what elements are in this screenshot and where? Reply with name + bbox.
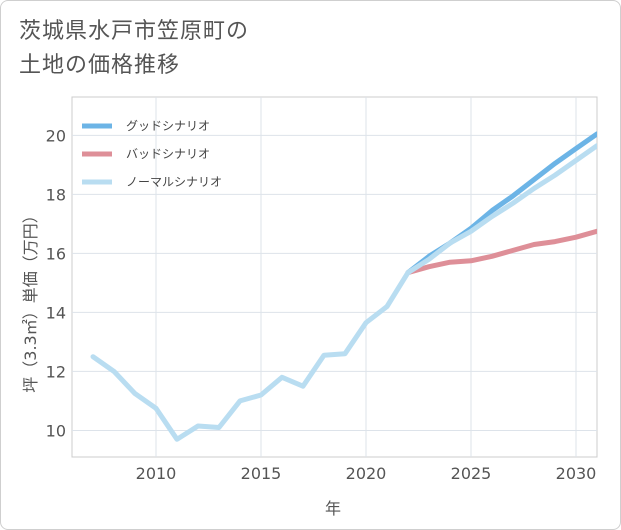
x-tick-label: 2015: [241, 464, 282, 483]
y-tick-label: 12: [46, 362, 66, 381]
series-lines: [90, 131, 597, 442]
x-tick-label: 2025: [451, 464, 492, 483]
legend-label: バッドシナリオ: [126, 147, 210, 161]
y-axis-label: 坪（3.3㎡）単価（万円）: [21, 207, 40, 392]
y-tick-label: 16: [46, 244, 66, 263]
x-tick-label: 2030: [556, 464, 597, 483]
legend-label: グッドシナリオ: [126, 119, 210, 133]
y-tick-label: 10: [46, 421, 66, 440]
legend-label: ノーマルシナリオ: [126, 175, 222, 189]
y-tick-label: 20: [46, 126, 66, 145]
x-axis-label: 年: [325, 499, 341, 518]
chart-title: 茨城県水戸市笠原町の 土地の価格推移: [19, 19, 250, 78]
y-tick-label: 14: [46, 303, 66, 322]
series-line-1: [405, 228, 597, 276]
x-tick-label: 2020: [346, 464, 387, 483]
plot-frame: [71, 96, 598, 458]
x-tick-label: 2010: [136, 464, 177, 483]
y-tick-label: 18: [46, 185, 66, 204]
tick-labels: 2010 2015 2020 2025 2030 10 12 14 16 18 20: [46, 126, 597, 483]
series-line-2: [90, 143, 597, 442]
